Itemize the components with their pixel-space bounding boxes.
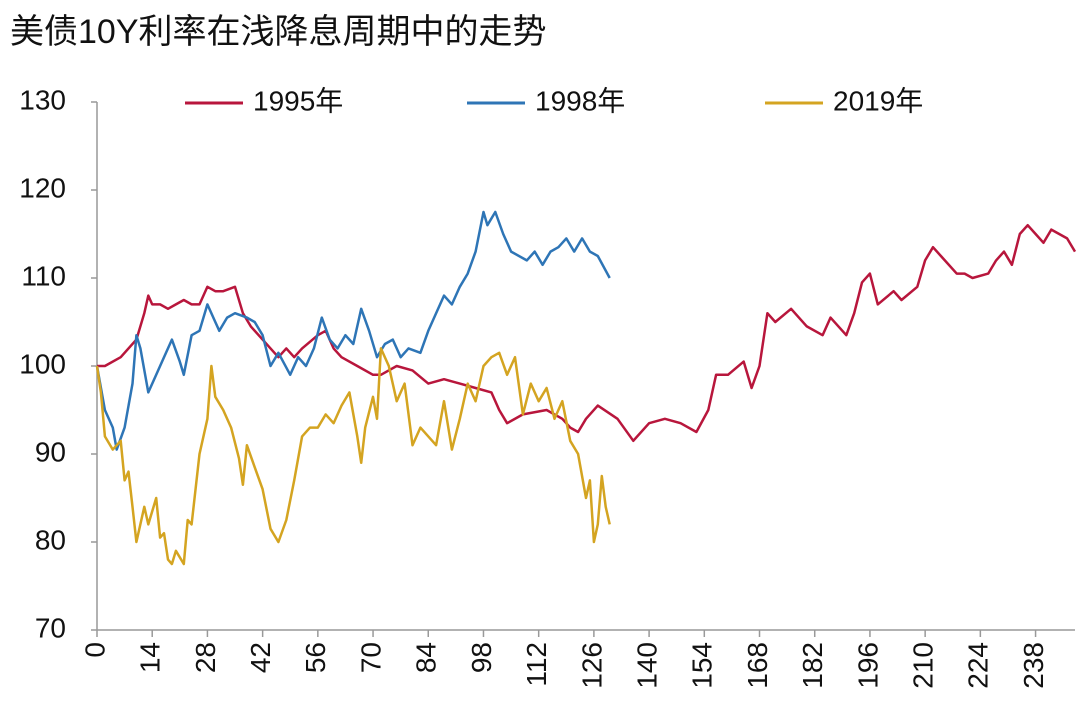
x-tick-label: 14 xyxy=(135,642,166,673)
x-tick-label: 84 xyxy=(411,642,442,673)
x-tick-label: 210 xyxy=(908,642,939,689)
x-tick-label: 238 xyxy=(1018,642,1049,689)
x-tick-label: 154 xyxy=(687,642,718,689)
x-tick-label: 0 xyxy=(79,642,110,658)
x-tick-label: 112 xyxy=(521,642,552,687)
x-tick-label: 140 xyxy=(631,642,662,689)
series-line xyxy=(97,223,1077,443)
y-tick-label: 110 xyxy=(21,260,66,291)
y-tick-label: 70 xyxy=(35,612,66,643)
x-tick-label: 98 xyxy=(466,642,497,673)
series-line xyxy=(95,347,611,566)
legend-label: 2019年 xyxy=(833,85,923,116)
y-tick-label: 120 xyxy=(19,172,66,203)
x-tick-label: 196 xyxy=(852,642,883,689)
y-tick-label: 80 xyxy=(35,524,66,555)
chart-title: 美债10Y利率在浅降息周期中的走势 xyxy=(10,13,547,51)
x-tick-label: 70 xyxy=(355,642,386,673)
x-tick-label: 168 xyxy=(742,642,773,689)
x-tick-label: 42 xyxy=(245,642,276,673)
y-tick-label: 130 xyxy=(19,84,66,115)
x-tick-label: 126 xyxy=(576,642,607,689)
legend-label: 1998年 xyxy=(535,85,625,116)
y-tick-label: 100 xyxy=(19,348,66,379)
x-tick-label: 28 xyxy=(190,642,221,673)
legend-label: 1995年 xyxy=(253,85,343,116)
x-tick-label: 56 xyxy=(300,642,331,673)
x-tick-label: 224 xyxy=(963,642,994,689)
series-line xyxy=(95,210,611,451)
x-tick-label: 182 xyxy=(797,642,828,689)
y-tick-label: 90 xyxy=(35,436,66,467)
